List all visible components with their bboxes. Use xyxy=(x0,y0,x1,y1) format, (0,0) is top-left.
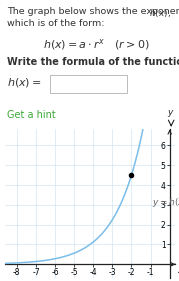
Text: $h(x) = a \cdot r^x \quad (r > 0)$: $h(x) = a \cdot r^x \quad (r > 0)$ xyxy=(43,37,149,52)
Text: Write the formula of the function.: Write the formula of the function. xyxy=(7,57,179,67)
Text: which is of the form:: which is of the form: xyxy=(7,19,105,28)
FancyBboxPatch shape xyxy=(50,75,127,93)
Text: The graph below shows the exponential function: The graph below shows the exponential fu… xyxy=(7,7,179,16)
Text: $h(x) =$: $h(x) =$ xyxy=(7,76,42,89)
Text: $y$: $y$ xyxy=(167,108,175,119)
Text: Get a hint: Get a hint xyxy=(7,110,56,121)
Text: $\mathit{h(x)}$,: $\mathit{h(x)}$, xyxy=(149,7,171,19)
Text: $y = h(x)$: $y = h(x)$ xyxy=(153,196,179,209)
Text: $x$: $x$ xyxy=(177,265,179,275)
